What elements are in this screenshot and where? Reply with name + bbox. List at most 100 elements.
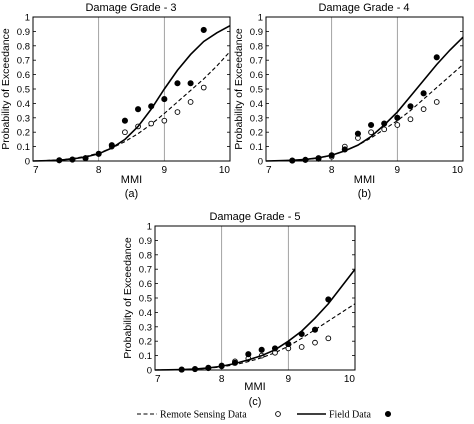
remote-sensing-point xyxy=(368,129,374,136)
x-tick-label: 8 xyxy=(329,165,335,176)
x-axis-label: MMI xyxy=(354,174,375,186)
legend-label-remote-sensing: Remote Sensing Data xyxy=(160,410,247,421)
x-tick-label: 9 xyxy=(162,165,168,176)
remote-sensing-point xyxy=(325,335,332,342)
field-data-point xyxy=(325,296,332,303)
y-tick-label: 0.5 xyxy=(17,85,30,96)
field-data-point xyxy=(289,157,296,164)
remote-sensing-point xyxy=(407,116,414,123)
field-data-point xyxy=(69,156,76,163)
remote-sensing-point xyxy=(200,84,207,91)
y-tick-label: 0 xyxy=(25,157,30,168)
field-data-point xyxy=(433,54,440,61)
field-data-point xyxy=(205,364,212,371)
field-data-point xyxy=(121,117,128,124)
x-axis-label: MMI xyxy=(121,174,142,186)
field-data-point xyxy=(178,366,185,373)
y-tick-label: 1 xyxy=(25,13,30,24)
panel-label: (c) xyxy=(249,396,262,408)
y-tick-label: 0.9 xyxy=(139,236,152,247)
field-data-point xyxy=(420,90,427,97)
y-tick-label: 0.5 xyxy=(139,294,152,305)
chart-title: Damage Grade - 5 xyxy=(209,211,300,223)
legend-label-field-data: Field Data xyxy=(329,410,371,421)
field-data-point xyxy=(56,157,63,164)
field-data-curve xyxy=(154,268,356,371)
y-tick-label: 0.3 xyxy=(17,113,30,124)
y-tick-label: 0.4 xyxy=(139,308,152,319)
remote-sensing-point xyxy=(187,99,194,105)
field-data-point xyxy=(341,146,348,153)
x-tick-label: 8 xyxy=(219,374,225,385)
x-tick-label: 10 xyxy=(452,165,464,176)
plot-frame xyxy=(32,16,231,162)
chart-title: Damage Grade - 4 xyxy=(318,2,409,14)
field-data-point xyxy=(191,365,199,373)
y-tick-label: 0.3 xyxy=(250,113,263,124)
field-data-point xyxy=(174,80,181,87)
y-tick-label: 0.6 xyxy=(250,70,263,81)
y-tick-label: 0.4 xyxy=(17,99,30,110)
remote-sensing-curve xyxy=(265,64,464,162)
x-tick-label: 10 xyxy=(219,165,231,176)
field-data-point xyxy=(354,130,361,137)
plot-frame xyxy=(265,16,464,162)
legend: Remote Sensing Data Field Data xyxy=(137,410,392,421)
field-data-point xyxy=(285,341,292,348)
field-data-point xyxy=(187,80,194,87)
y-axis-label: Probability of Exceedance xyxy=(233,28,245,150)
field-data-point xyxy=(108,142,115,149)
y-tick-label: 0 xyxy=(258,157,263,168)
remote-sensing-point xyxy=(381,126,388,133)
field-data-point xyxy=(82,155,89,162)
y-tick-label: 0.3 xyxy=(139,322,152,333)
chart-title: Damage Grade - 3 xyxy=(85,2,176,14)
field-data-curve xyxy=(265,36,464,162)
y-tick-label: 0.5 xyxy=(250,85,263,96)
y-tick-label: 0.2 xyxy=(17,128,30,139)
remote-sensing-point xyxy=(122,129,128,136)
field-data-point xyxy=(245,351,252,358)
y-tick-label: 0.1 xyxy=(139,351,152,362)
plot-frame xyxy=(154,225,356,371)
field-data-point xyxy=(258,346,265,353)
panel-label: (a) xyxy=(125,188,138,200)
y-tick-label: 0.2 xyxy=(250,128,263,139)
y-tick-label: 1 xyxy=(258,13,263,24)
panel-label: (b) xyxy=(358,188,371,200)
legend-open-circle-marker xyxy=(275,411,281,417)
field-data-point xyxy=(161,96,168,103)
field-data-point xyxy=(407,103,414,110)
y-tick-label: 0.8 xyxy=(17,41,30,52)
remote-sensing-curve xyxy=(154,303,356,371)
y-tick-label: 0.1 xyxy=(17,142,30,153)
x-tick-label: 10 xyxy=(344,374,356,385)
y-tick-label: 0.6 xyxy=(139,279,152,290)
chart-panel-c: 0 0.1 0.2 0.3 0.4 0.5 0.6 0.7 0.8 0.9 1 7 8 9 10 Damage… xyxy=(122,211,356,408)
x-tick-label: 7 xyxy=(33,165,39,176)
field-data-point xyxy=(200,26,207,34)
remote-sensing-point xyxy=(174,109,181,115)
field-data-point xyxy=(231,359,239,366)
y-tick-label: 0 xyxy=(147,366,152,377)
field-data-point xyxy=(328,152,335,159)
y-tick-label: 0.7 xyxy=(17,56,30,67)
y-tick-label: 0.2 xyxy=(139,337,152,348)
chart-panel-b: 0 0.1 0.2 0.3 0.4 0.5 0.6 0.7 0.8 0.9 1 7 8 9 10 Damage… xyxy=(233,2,464,200)
legend-filled-circle-marker xyxy=(384,410,392,418)
x-tick-label: 7 xyxy=(266,165,272,176)
field-data-point xyxy=(95,150,102,157)
remote-sensing-point xyxy=(312,339,318,346)
x-axis-label: MMI xyxy=(244,381,265,393)
remote-sensing-point xyxy=(433,99,440,105)
y-tick-label: 0.9 xyxy=(250,27,263,38)
field-data-point xyxy=(218,362,225,369)
y-tick-label: 0.6 xyxy=(17,70,30,81)
chart-panel-a: 0 0.1 0.2 0.3 0.4 0.5 0.6 0.7 0.8 0.9 1 7 8 9 10 Damage… xyxy=(0,2,231,200)
field-data-point xyxy=(311,326,319,333)
field-data-point xyxy=(271,345,279,352)
field-data-point xyxy=(302,156,309,163)
field-data-point xyxy=(135,106,142,113)
remote-sensing-point xyxy=(148,120,155,127)
